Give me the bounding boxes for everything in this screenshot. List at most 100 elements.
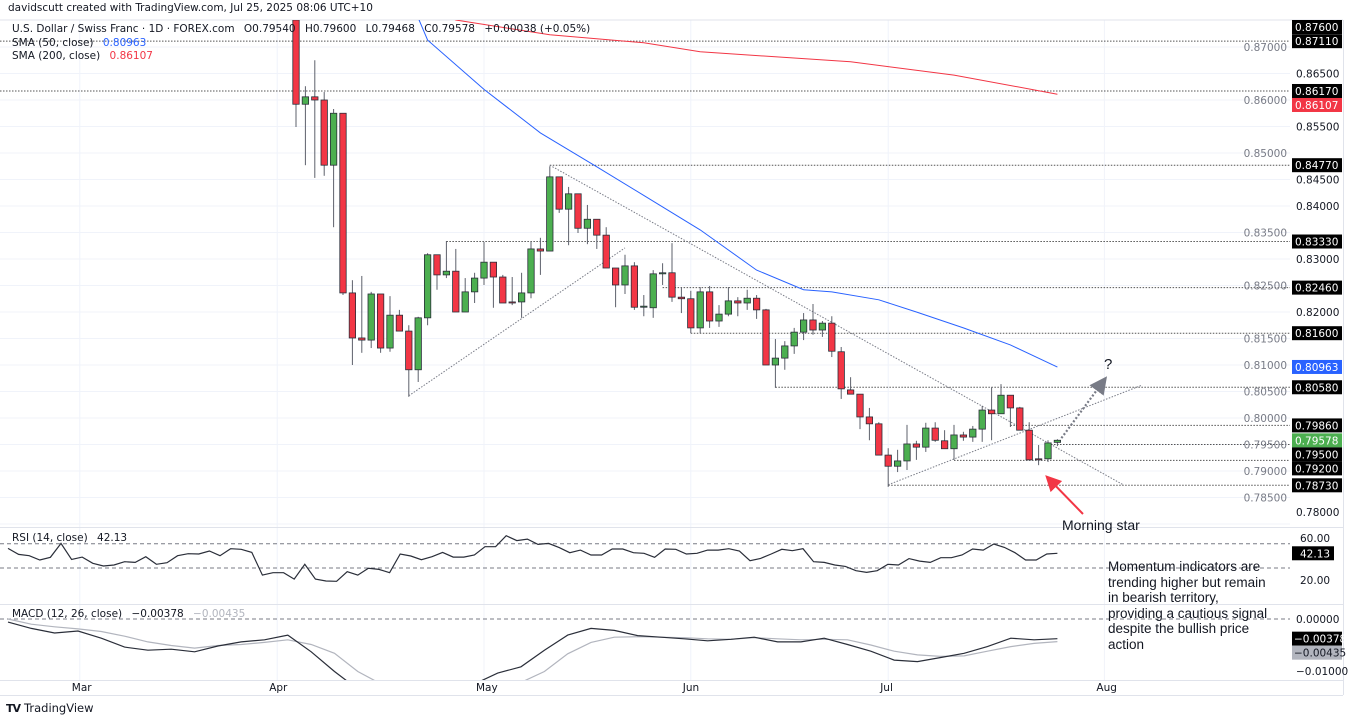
candle[interactable]: [612, 267, 620, 308]
candle[interactable]: [1016, 406, 1024, 431]
candle[interactable]: [696, 287, 704, 334]
candle[interactable]: [546, 166, 554, 252]
candle[interactable]: [959, 431, 968, 441]
macd-signal-line[interactable]: [7, 618, 1058, 700]
candle[interactable]: [912, 440, 921, 460]
candle[interactable]: [1035, 445, 1043, 466]
candle[interactable]: [856, 393, 864, 430]
candle[interactable]: [574, 193, 582, 234]
candle[interactable]: [790, 327, 798, 354]
candle[interactable]: [301, 86, 310, 166]
trendline[interactable]: [549, 164, 1124, 486]
candle[interactable]: [358, 275, 366, 353]
candle[interactable]: [1006, 394, 1015, 428]
candle[interactable]: [894, 449, 902, 473]
macd-legend[interactable]: MACD (12, 26, close) −0.00378 −0.00435: [12, 608, 251, 620]
candle[interactable]: [884, 448, 892, 487]
symbol-title[interactable]: U.S. Dollar / Swiss Franc · 1D · FOREX.c…: [12, 23, 235, 35]
candle[interactable]: [386, 296, 394, 352]
candle[interactable]: [621, 254, 629, 294]
candle[interactable]: [922, 422, 930, 452]
candle[interactable]: [1025, 422, 1033, 461]
candle[interactable]: [668, 243, 676, 302]
time-axis[interactable]: Mar Apr May Jun Jul Aug: [72, 682, 1117, 694]
candle[interactable]: [480, 242, 488, 285]
candle[interactable]: [800, 313, 808, 341]
macd-line[interactable]: [7, 621, 1058, 706]
sma50-line[interactable]: [418, 18, 1058, 368]
candle[interactable]: [997, 384, 1005, 415]
candle[interactable]: [367, 291, 375, 349]
candle[interactable]: [1044, 440, 1052, 462]
candle[interactable]: [771, 339, 780, 388]
sma50-legend[interactable]: SMA (50, close) 0.80963: [12, 37, 152, 49]
candle[interactable]: [734, 297, 742, 317]
candle[interactable]: [659, 263, 667, 285]
candle[interactable]: [687, 290, 695, 334]
candle[interactable]: [630, 262, 639, 310]
candle[interactable]: [847, 377, 855, 395]
candle[interactable]: [593, 218, 601, 249]
candle[interactable]: [348, 280, 357, 365]
candle[interactable]: [875, 422, 883, 456]
sma200-legend[interactable]: SMA (200, close) 0.86107: [12, 50, 159, 62]
candle[interactable]: [865, 407, 874, 441]
candle[interactable]: [414, 316, 422, 382]
candle[interactable]: [753, 295, 761, 319]
projection-arrow[interactable]: [1060, 376, 1108, 439]
candle[interactable]: [470, 272, 479, 303]
candle[interactable]: [499, 274, 507, 304]
candle[interactable]: [649, 270, 657, 318]
candle[interactable]: [565, 186, 573, 246]
candle[interactable]: [640, 295, 648, 317]
candle[interactable]: [762, 308, 770, 366]
candle[interactable]: [555, 176, 563, 213]
sma200-line[interactable]: [446, 15, 1058, 95]
rsi-legend[interactable]: RSI (14, close) 42.13: [12, 532, 133, 544]
candle[interactable]: [423, 253, 432, 326]
candle[interactable]: [583, 204, 592, 245]
candle[interactable]: [442, 240, 451, 279]
candle[interactable]: [837, 346, 845, 399]
candle[interactable]: [1053, 439, 1061, 447]
candle[interactable]: [706, 286, 714, 328]
candle[interactable]: [527, 242, 535, 299]
candle[interactable]: [828, 316, 836, 358]
candle[interactable]: [320, 92, 328, 176]
candle[interactable]: [508, 277, 516, 306]
candle[interactable]: [903, 424, 911, 470]
candle[interactable]: [724, 287, 733, 317]
candle[interactable]: [978, 405, 986, 442]
candle[interactable]: [818, 321, 827, 337]
trendline[interactable]: [408, 247, 626, 397]
candle[interactable]: [715, 305, 723, 327]
candle[interactable]: [452, 248, 460, 313]
candle[interactable]: [941, 430, 949, 450]
candle[interactable]: [329, 109, 338, 228]
candle[interactable]: [988, 387, 996, 441]
tradingview-logo[interactable]: TV TradingView: [6, 701, 94, 715]
candle[interactable]: [395, 309, 404, 332]
price-axis[interactable]: 0.78000 0.78500 0.79000 0.79500 0.80000 0.805…: [1244, 20, 1349, 678]
candle[interactable]: [518, 272, 526, 318]
candle[interactable]: [461, 278, 469, 313]
candle[interactable]: [743, 289, 751, 310]
candle[interactable]: [292, 15, 300, 128]
candle[interactable]: [950, 424, 958, 460]
candle[interactable]: [969, 425, 977, 442]
candle[interactable]: [405, 325, 413, 397]
candle[interactable]: [433, 254, 441, 290]
trendline[interactable]: [888, 384, 1143, 486]
candle[interactable]: [602, 227, 610, 269]
candle[interactable]: [677, 287, 686, 314]
candle[interactable]: [339, 112, 347, 296]
candle[interactable]: [536, 237, 545, 275]
candle[interactable]: [809, 304, 817, 335]
rsi-line[interactable]: [7, 534, 1058, 582]
candle[interactable]: [376, 293, 385, 353]
candle[interactable]: [781, 341, 789, 370]
candle[interactable]: [931, 422, 939, 442]
candle[interactable]: [311, 60, 319, 178]
candle[interactable]: [489, 261, 498, 308]
